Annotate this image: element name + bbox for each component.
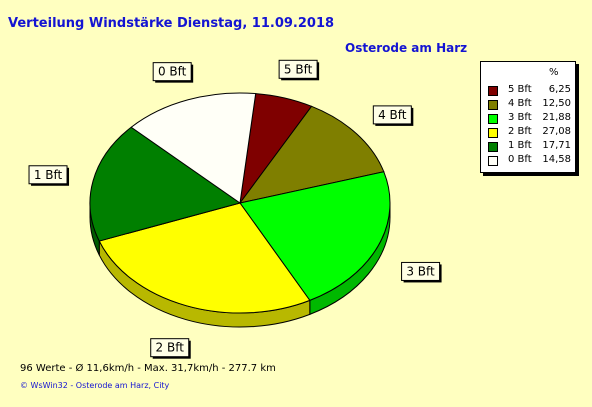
stats-line: 96 Werte - Ø 11,6km/h - Max. 31,7km/h - … [20, 363, 276, 374]
slice-label-0-bft: 0 Bft [152, 62, 194, 83]
slice-label-1-bft: 1 Bft [28, 165, 70, 186]
pie-slice-3-bft [239, 171, 391, 301]
pie-slice-1-bft [89, 126, 242, 242]
legend-swatch [488, 128, 498, 138]
legend-item-5-bft: 5 Bft 6,25 [481, 84, 577, 98]
slice-label-2-bft: 2 Bft [150, 338, 191, 359]
legend-header: % [549, 67, 559, 78]
legend-swatch [488, 100, 498, 110]
svg-text:4 Bft: 4 Bft [378, 108, 407, 122]
legend-value: 21,88 [542, 112, 571, 123]
svg-text:1 Bft: 1 Bft [34, 168, 63, 182]
pie-slice-4-bft [238, 105, 385, 204]
legend-swatch [488, 142, 498, 152]
slice-label-5-bft: 5 Bft [278, 59, 320, 81]
legend-label: 1 Bft [508, 140, 532, 151]
legend-value: 12,50 [542, 98, 571, 109]
legend-value: 6,25 [548, 84, 571, 95]
legend-item-3-bft: 3 Bft 21,88 [481, 112, 577, 126]
legend-label: 5 Bft [508, 84, 532, 95]
legend-item-0-bft: 0 Bft 14,58 [481, 154, 577, 168]
legend-swatch [488, 86, 498, 96]
credit-line: © WsWin32 - Osterode am Harz, City [20, 381, 170, 390]
legend-label: 3 Bft [508, 112, 532, 123]
legend-swatch [488, 114, 498, 124]
chart-title: Verteilung Windstärke Dienstag, 11.09.20… [8, 16, 335, 31]
svg-text:0 Bft: 0 Bft [158, 65, 187, 79]
legend-value: 14,58 [542, 154, 571, 165]
pie-slice-2-bft [98, 202, 311, 314]
legend-item-4-bft: 4 Bft 12,50 [481, 98, 577, 112]
pie-slice-0-bft [130, 92, 257, 204]
legend-label: 0 Bft [508, 154, 532, 165]
legend-label: 2 Bft [508, 126, 532, 137]
legend-swatch [488, 156, 498, 166]
slice-label-3-bft: 3 Bft [401, 261, 442, 283]
legend-label: 4 Bft [508, 98, 532, 109]
svg-text:5 Bft: 5 Bft [284, 62, 313, 76]
svg-text:3 Bft: 3 Bft [406, 264, 435, 278]
legend-item-2-bft: 2 Bft 27,08 [481, 126, 577, 140]
chart-legend: % 5 Bft 6,25 4 Bft 12,50 3 Bft 21,88 2 Bft 27,0… [480, 61, 576, 173]
chart-subtitle: Osterode am Harz [345, 41, 468, 55]
legend-item-1-bft: 1 Bft 17,71 [481, 140, 577, 154]
legend-value: 17,71 [542, 140, 571, 151]
legend-value: 27,08 [542, 126, 571, 137]
slice-label-4-bft: 4 Bft [372, 105, 414, 126]
svg-text:2 Bft: 2 Bft [156, 341, 185, 355]
